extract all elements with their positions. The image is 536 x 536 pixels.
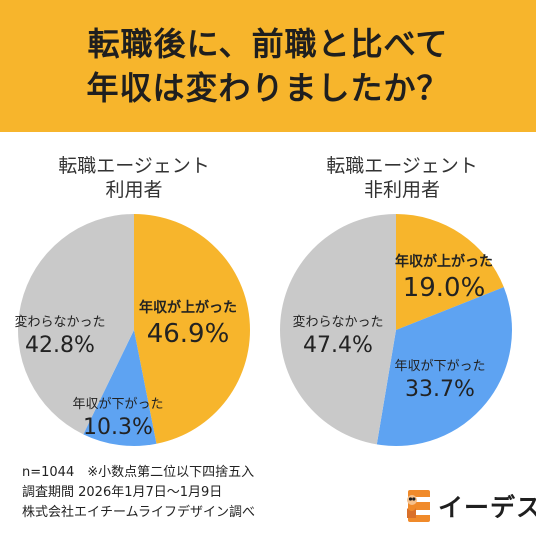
pie-slice xyxy=(396,214,504,330)
owl-e-logo-icon xyxy=(407,490,430,522)
slice-value-label: 42.8% xyxy=(25,333,95,358)
chart-title-line: 転職エージェント xyxy=(58,155,210,177)
brand-logo-text: イーデス xyxy=(438,493,536,522)
footnote-survey-period: 調査期間 2026年1月7日〜1月9日 xyxy=(22,485,223,500)
slice-value-label: 46.9% xyxy=(147,319,230,349)
footnote-source: 株式会社エイチームライフデザイン調べ xyxy=(22,505,255,520)
slice-value-label: 19.0% xyxy=(403,273,486,303)
header-banner: 転職後に、前職と比べて 年収は変わりましたか？ xyxy=(0,0,536,132)
chart-title-non-users: 転職エージェント 非利用者 xyxy=(268,154,536,202)
chart-title-line: 利用者 xyxy=(105,179,163,201)
page-title-line-1: 転職後に、前職と比べて xyxy=(87,25,449,63)
chart-title-agent-users: 転職エージェント 利用者 xyxy=(0,154,268,202)
slice-category-label: 変わらなかった xyxy=(292,314,383,330)
chart-title-line: 非利用者 xyxy=(363,179,440,201)
slice-value-label: 47.4% xyxy=(303,333,373,358)
slice-category-label: 変わらなかった xyxy=(14,314,105,330)
pie-slice xyxy=(83,330,157,446)
pie-slice xyxy=(17,213,135,435)
slice-category-label: 年収が下がった xyxy=(394,359,485,374)
slice-category-label: 年収が上がった xyxy=(395,253,493,270)
chart-title-line: 転職エージェント xyxy=(326,155,478,177)
pie-slice xyxy=(280,214,396,445)
brand-logo: イーデス xyxy=(404,486,536,526)
pie-slice xyxy=(376,287,512,446)
slice-category-label: 年収が下がった xyxy=(72,397,163,412)
footnote-sample-size: n=1044 ※小数点第二位以下四捨五入 xyxy=(22,465,255,480)
page-title-line-2: 年収は変わりましたか？ xyxy=(86,69,450,107)
slice-value-label: 10.3% xyxy=(83,415,153,440)
pie-slice xyxy=(134,214,250,444)
slice-category-label: 年収が上がった xyxy=(139,299,237,316)
slice-value-label: 33.7% xyxy=(405,377,475,402)
